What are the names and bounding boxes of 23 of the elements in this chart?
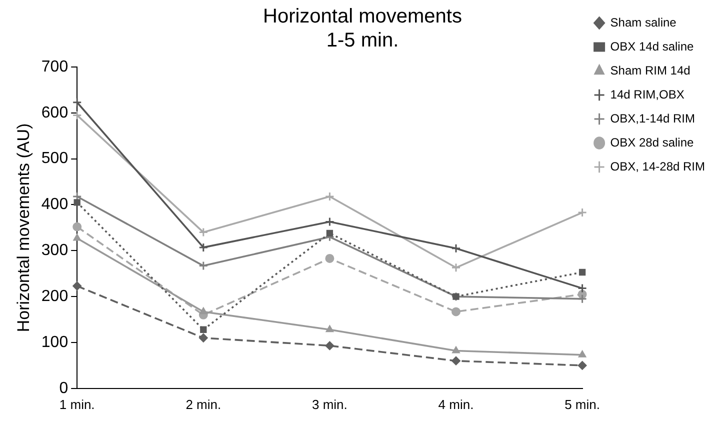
legend-label: Sham RIM 14d [610,63,690,78]
x-tick-label: 3 min. [312,396,348,412]
y-tick-label: 200 [41,288,68,305]
y-tick-label: 700 [41,58,68,76]
y-tick-label: 100 [41,334,68,351]
legend-label: OBX 14d saline [610,39,694,54]
x-tick-label: 1 min. [59,396,95,412]
y-tick-label: 0 [59,380,68,397]
y-tick-label: 400 [41,196,68,214]
legend-label: OBX 28d saline [610,135,694,150]
x-tick-label: 4 min. [438,396,474,412]
legend-label: OBX,1-14d RIM [610,111,695,126]
legend-label: Sham saline [610,15,677,30]
text: 1-5 min. [326,30,399,52]
legend-label: OBX, 14-28d RIM [610,159,706,174]
text: Horizontal movements [263,6,462,28]
y-tick-label: 500 [41,150,68,168]
y-tick-label: 300 [41,242,68,260]
legend-label: 14d RIM,OBX [610,87,684,102]
x-tick-label: 5 min. [564,396,600,412]
y-axis-title: Horizontal movements (AU) [14,123,33,332]
x-tick-label: 2 min. [186,396,222,412]
y-tick-label: 600 [41,104,68,122]
